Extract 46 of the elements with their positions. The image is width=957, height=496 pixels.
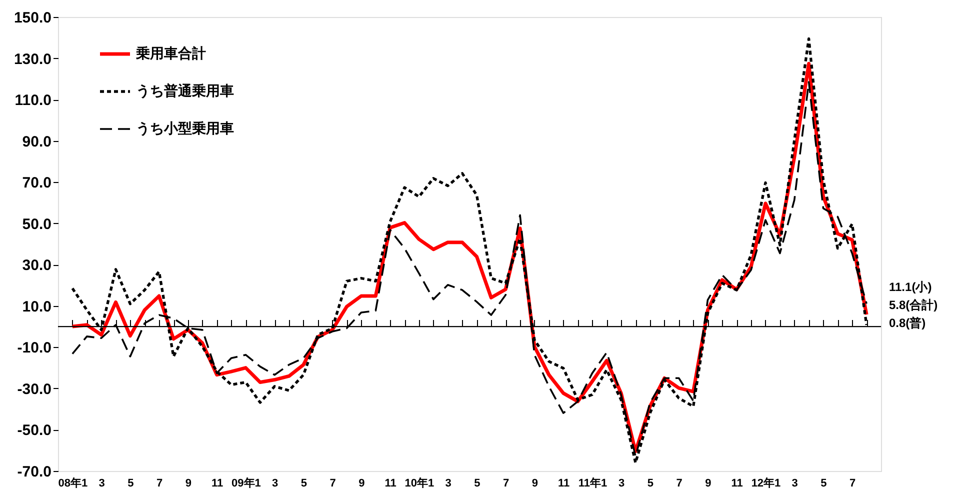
x-tick-label: 7 <box>676 478 682 490</box>
x-tick-label: 08年1 <box>58 476 88 490</box>
y-tick-label: 150.0 <box>14 10 52 26</box>
y-tick-label: -50.0 <box>17 422 52 440</box>
y-tick-label: -10.0 <box>17 340 52 357</box>
x-tick-label: 11 <box>384 478 396 490</box>
x-tick-label: 5 <box>128 478 134 490</box>
y-tick-label: 130.0 <box>14 50 52 68</box>
x-tick-label: 3 <box>98 478 105 490</box>
x-tick-label: 9 <box>185 478 192 490</box>
x-tick-label: 7 <box>156 478 163 490</box>
x-tick-label: 3 <box>272 478 278 490</box>
x-tick-label: 12年1 <box>751 476 781 490</box>
x-tick-label: 3 <box>445 478 452 490</box>
text: 5.8(合計) <box>889 298 938 312</box>
x-tick-label: 9 <box>705 478 712 490</box>
x-tick-label: 5 <box>647 478 654 490</box>
y-tick-label: -70.0 <box>17 464 52 480</box>
x-tick-label: 3 <box>792 478 798 490</box>
x-tick-label: 9 <box>358 478 365 490</box>
legend-label: うち小型乗用車 <box>136 120 234 137</box>
x-tick-label: 7 <box>503 478 510 490</box>
legend-label: 乗用車合計 <box>135 45 206 61</box>
x-tick-label: 5 <box>474 478 480 490</box>
x-tick-label: 7 <box>850 478 856 490</box>
x-tick-label: 11 <box>558 478 570 490</box>
y-tick-label: 90.0 <box>22 133 52 150</box>
x-tick-label: 9 <box>532 478 538 490</box>
x-tick-label: 10年1 <box>404 476 434 490</box>
x-tick-label: 5 <box>300 478 308 490</box>
y-tick-label: 50.0 <box>22 216 52 233</box>
x-tick-label: 11 <box>212 478 224 490</box>
y-tick-label: 30.0 <box>22 257 52 274</box>
x-tick-label: 11年1 <box>578 476 608 490</box>
x-tick-label: 3 <box>618 478 625 490</box>
y-tick-label: -30.0 <box>17 380 52 398</box>
legend-label: うち普通乗用車 <box>136 82 234 100</box>
text: 0.8(普) <box>889 316 926 330</box>
x-tick-label: 7 <box>330 478 336 490</box>
y-tick-label: 110.0 <box>14 92 52 110</box>
y-tick-label: 10.0 <box>22 298 52 316</box>
x-tick-label: 5 <box>820 478 827 490</box>
x-tick-label: 11 <box>731 478 743 490</box>
y-tick-label: 70.0 <box>22 174 52 192</box>
text: 11.1(小) <box>889 280 932 294</box>
x-tick-label: 09年1 <box>232 476 261 490</box>
